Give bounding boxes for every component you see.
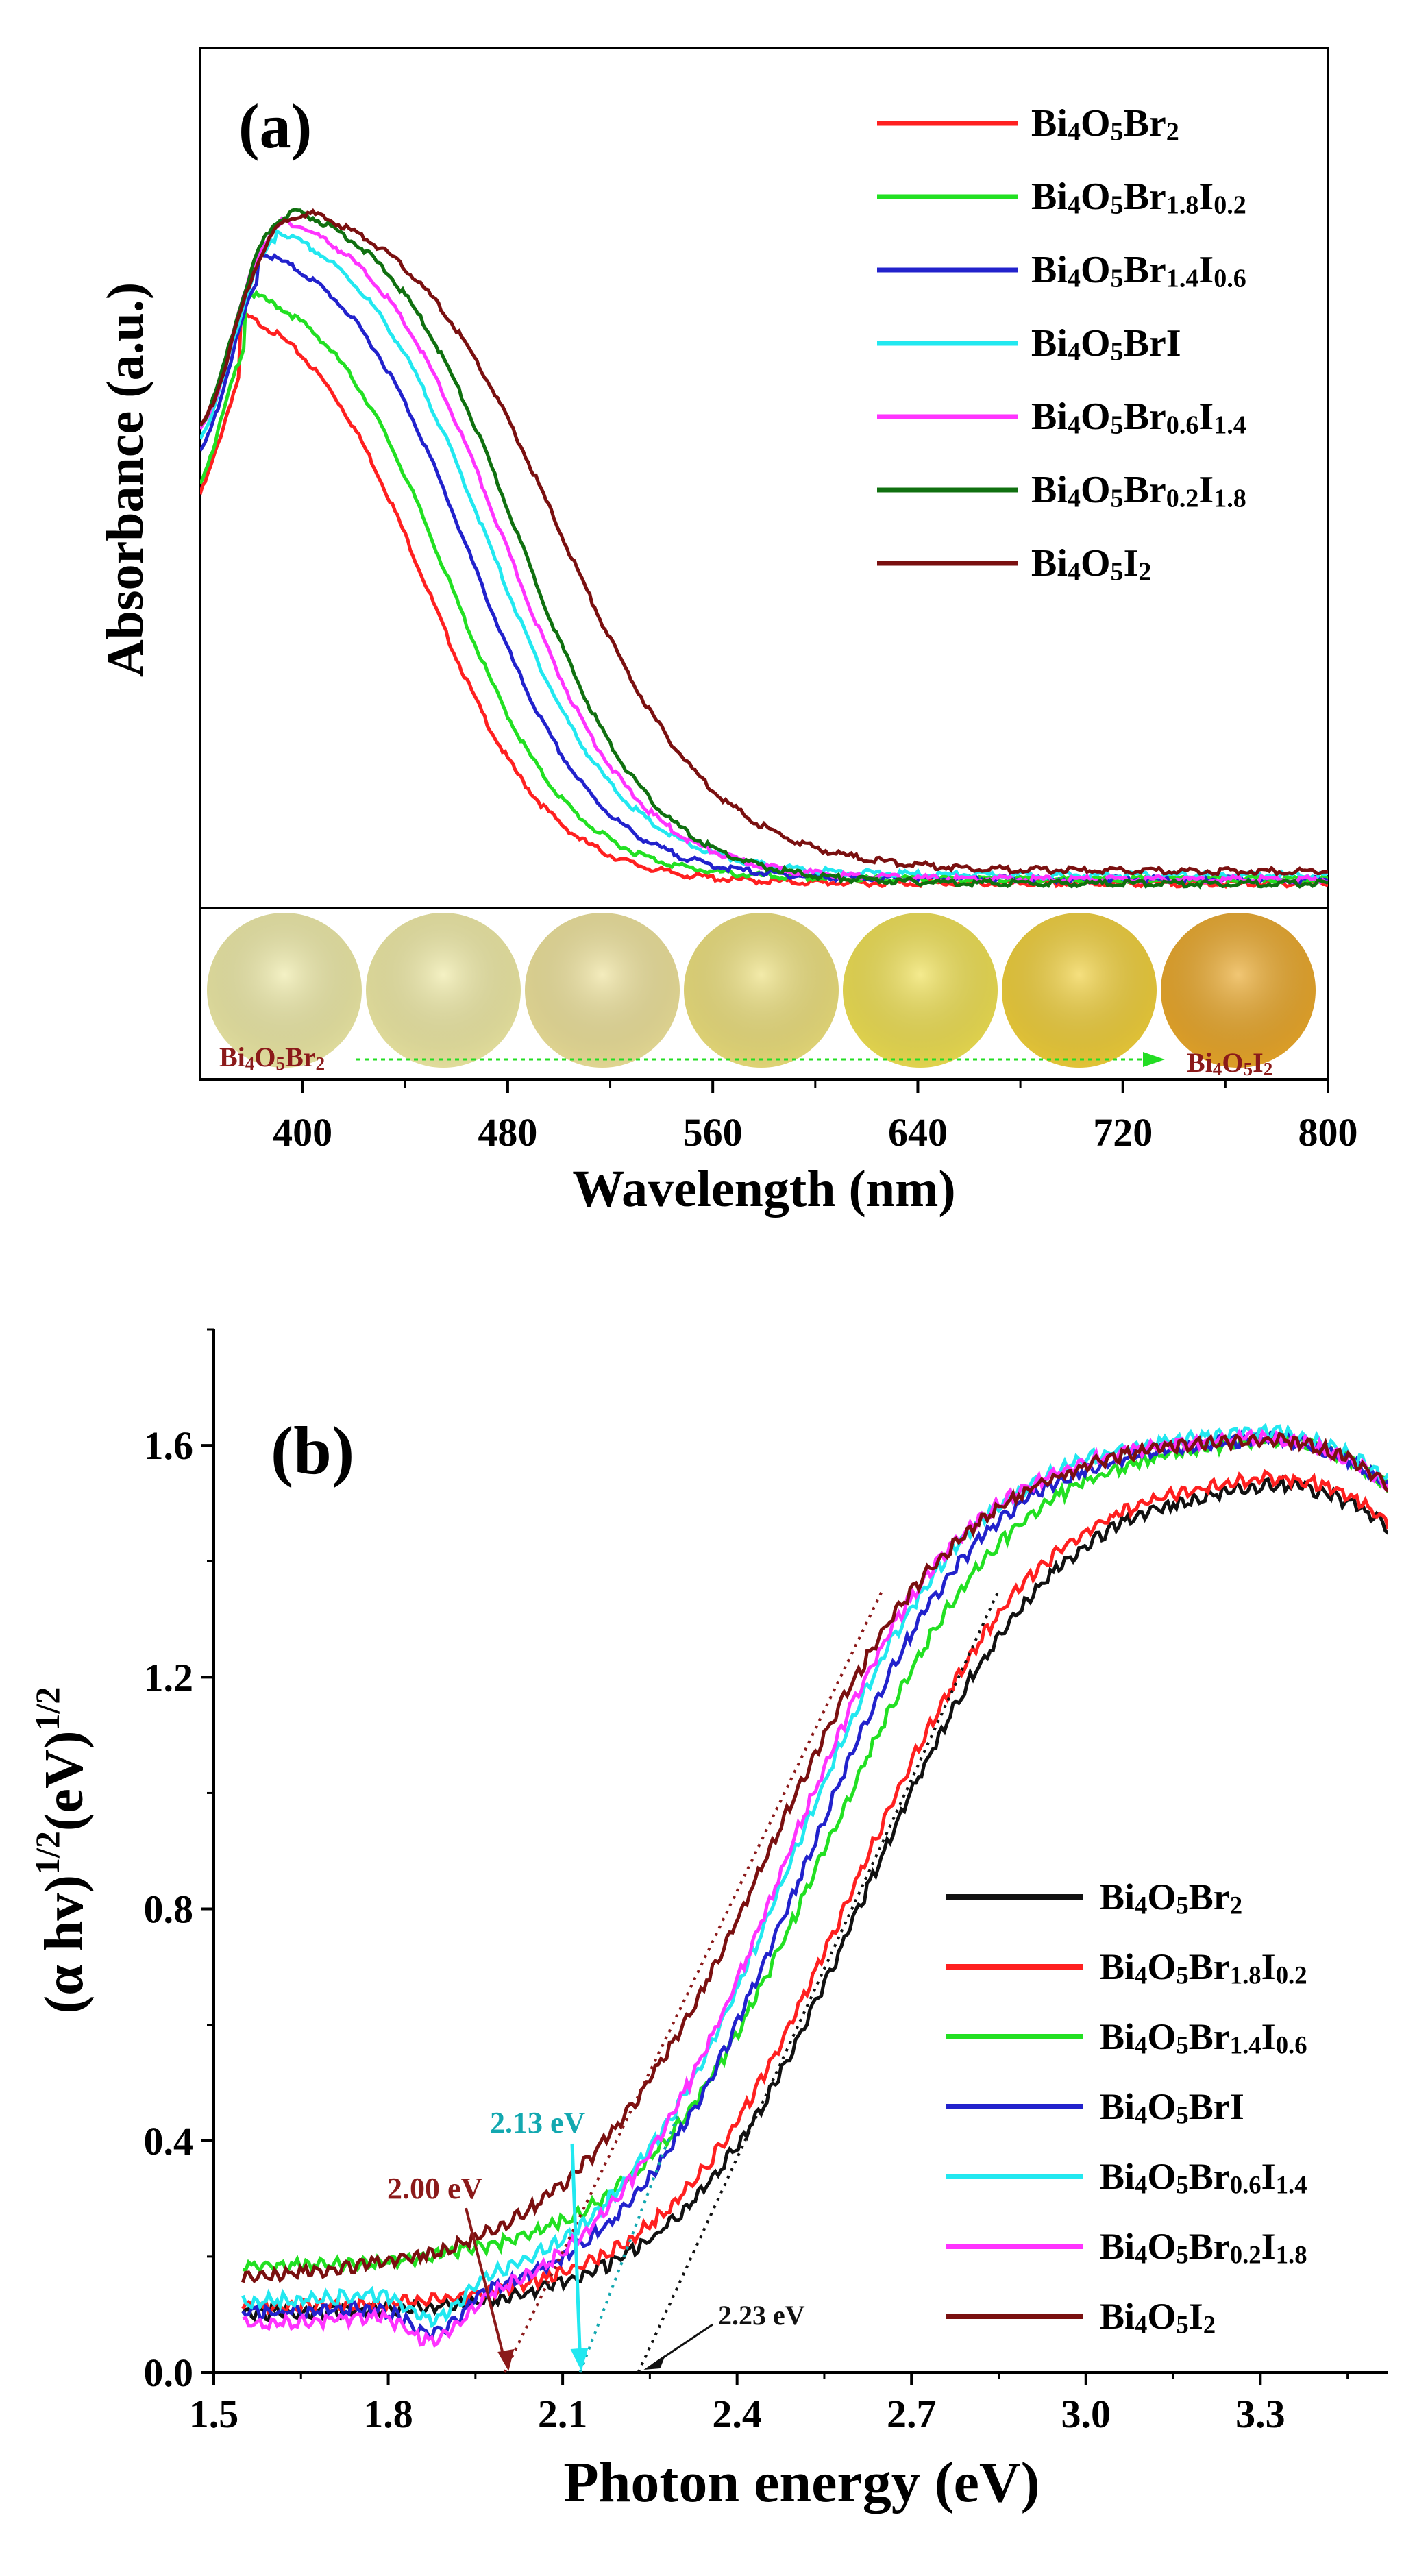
series-line-a-5 [200, 216, 1328, 885]
y-tick-label-b-2: 0.4 [144, 2119, 194, 2163]
y-axis-label-a: Absorbance (a.u.) [97, 282, 154, 677]
series-line-b-1 [241, 1473, 1388, 2322]
x-tick-label-a-1: 400 [273, 1110, 332, 1155]
annotation-label-1: 2.00 eV [387, 2172, 483, 2205]
series-line-a-2 [200, 289, 1328, 885]
annotation-arrowhead-3 [643, 2355, 666, 2370]
axes-ticks-b: 1.5 1.8 2.1 2.4 2.7 3.0 3.3 0.0 0.4 0.8 1.2 1.6 [144, 1328, 1349, 2436]
x-axis-label-b: Photon energy (eV) [563, 2451, 1039, 2514]
legend-a: Bi4O5Br2 Bi4O5Br1.8I0.2 Bi4O5Br1.4I0.6 Bi4O… [877, 102, 1246, 587]
panel-b: (b) 2.00 eV2.13 eV 2.23 eV 1.5 1.8 2.1 2.4 2.… [28, 1328, 1388, 2514]
panel-a: (a) Bi4O5Br2 Bi4O5I2 400 480 560 640 720 800 B… [97, 47, 1358, 1218]
sample-photo-shade-4 [684, 913, 839, 1068]
series-line-a-1 [200, 306, 1328, 890]
sample-photo-shade-5 [843, 913, 998, 1068]
legend-label-a-3: Bi4O5Br1.4I0.6 [1031, 249, 1246, 293]
series-line-b-7 [241, 1432, 1388, 2283]
series-group-b [241, 1423, 1388, 2348]
legend-label-a-4: Bi4O5BrI [1031, 322, 1181, 367]
tangent-lines-b [503, 1589, 1000, 2373]
sample-photo-shade-3 [525, 913, 680, 1068]
annotation-label-3: 2.23 eV [718, 2300, 805, 2331]
annotation-arrowhead-1 [497, 2349, 515, 2371]
panel-label-a: (a) [238, 91, 312, 161]
panel-label-b: (b) [271, 1412, 354, 1488]
series-line-b-2 [241, 1469, 1388, 2317]
annotation-arrowhead-2 [570, 2348, 589, 2371]
sample-photo-shade-2 [366, 913, 521, 1068]
y-tick-label-b-3: 0.8 [144, 1887, 194, 1932]
annotation-arrow-1 [465, 2207, 506, 2361]
x-tick-label-a-5: 720 [1093, 1110, 1153, 1155]
tangent-line-3 [578, 2111, 680, 2373]
legend-label-a-1: Bi4O5Br2 [1031, 102, 1179, 147]
x-tick-label-b-1: 1.5 [189, 2392, 239, 2436]
legend-label-b-7: Bi4O5I2 [1100, 2296, 1216, 2338]
annotation-arrow-2 [570, 2143, 582, 2359]
series-line-a-7 [200, 208, 1328, 877]
y-tick-label-b-1: 0.0 [144, 2351, 194, 2395]
legend-label-a-7: Bi4O5I2 [1031, 542, 1151, 587]
bandgap-annotations: 2.00 eV2.13 eV 2.23 eV [387, 2106, 805, 2371]
legend-b: Bi4O5Br2 Bi4O5Br1.8I0.2 Bi4O5Br1.4I0.6 Bi4O… [946, 1876, 1307, 2338]
series-group-a [200, 208, 1328, 890]
x-tick-label-b-5: 2.7 [887, 2392, 937, 2436]
sample-photo-shade-6 [1002, 913, 1157, 1068]
legend-label-a-6: Bi4O5Br0.2I1.8 [1031, 469, 1246, 513]
x-tick-label-a-4: 640 [888, 1110, 948, 1155]
inset-photo-strip: Bi4O5Br2 Bi4O5I2 [207, 913, 1316, 1079]
x-tick-label-b-6: 3.0 [1061, 2392, 1111, 2436]
legend-label-b-3: Bi4O5Br1.4I0.6 [1100, 2016, 1307, 2059]
x-axis-a: 400 480 560 640 720 800 [273, 1079, 1358, 1155]
tangent-line-1 [503, 1589, 884, 2373]
x-tick-label-a-3: 560 [683, 1110, 743, 1155]
x-tick-label-b-4: 2.4 [712, 2392, 762, 2436]
y-tick-label-b-5: 1.6 [144, 1423, 194, 1468]
x-tick-label-b-2: 1.8 [363, 2392, 413, 2436]
legend-label-b-2: Bi4O5Br1.8I0.2 [1100, 1946, 1307, 1989]
x-axis-label-a: Wavelength (nm) [572, 1160, 955, 1218]
series-line-a-6 [200, 208, 1328, 890]
legend-label-a-5: Bi4O5Br0.6I1.4 [1031, 395, 1246, 440]
x-tick-label-b-3: 2.1 [538, 2392, 588, 2436]
legend-label-b-1: Bi4O5Br2 [1100, 1876, 1242, 1919]
sample-photo-shade-7 [1161, 913, 1316, 1068]
inset-left-label: Bi4O5Br2 [219, 1042, 325, 1074]
sample-photo-shade-1 [207, 913, 362, 1068]
gradient-arrow-head [1143, 1052, 1165, 1067]
x-tick-label-b-7: 3.3 [1235, 2392, 1285, 2436]
annotation-label-2: 2.13 eV [490, 2106, 586, 2139]
tangent-line-2 [637, 1589, 1000, 2373]
inset-right-label: Bi4O5I2 [1187, 1047, 1272, 1079]
legend-label-b-6: Bi4O5Br0.2I1.8 [1100, 2226, 1307, 2268]
y-axis-label-b: (α hv)1/2(eV)1/2 [28, 1687, 95, 2014]
plot-frame-a [199, 47, 1329, 1081]
series-line-b-3 [242, 1429, 1388, 2274]
x-tick-label-a-2: 480 [478, 1110, 537, 1155]
y-tick-label-b-4: 1.2 [144, 1655, 194, 1700]
legend-label-b-4: Bi4O5BrI [1100, 2086, 1244, 2129]
x-tick-label-a-6: 800 [1298, 1110, 1358, 1155]
legend-label-b-5: Bi4O5Br0.6I1.4 [1100, 2156, 1307, 2198]
legend-label-a-2: Bi4O5Br1.8I0.2 [1031, 175, 1246, 220]
